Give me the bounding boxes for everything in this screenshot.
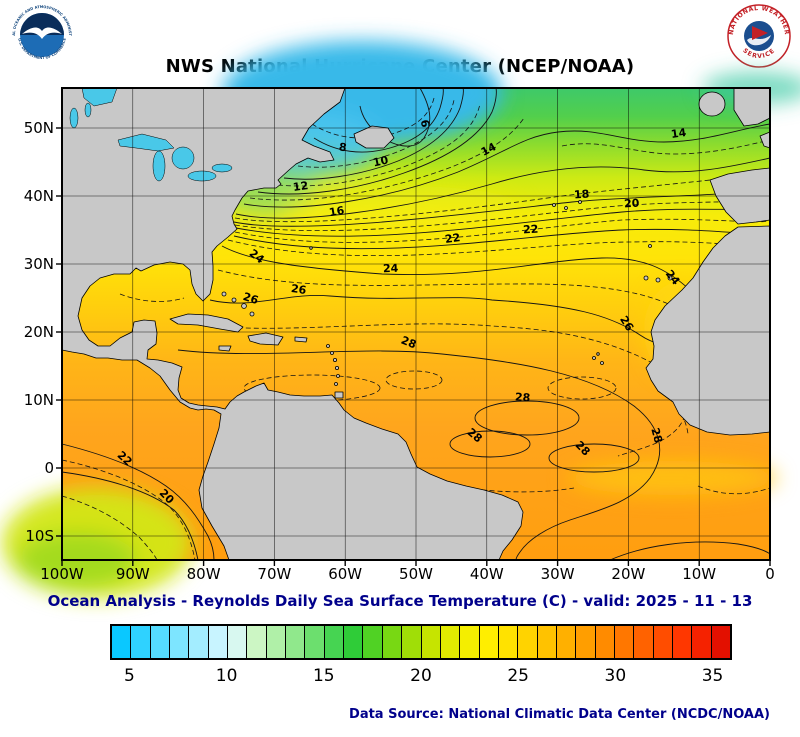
sst-map-canvas [2, 41, 800, 598]
colorbar-segment [324, 626, 345, 658]
colorbar-segment [595, 626, 615, 658]
y-axis-label: 20N [23, 323, 54, 341]
colorbar-segment [363, 626, 383, 658]
noaa-logo: NATIONAL OCEANIC AND ATMOSPHERIC ADMINIS… [8, 3, 72, 60]
x-axis: 100W 90W 80W 70W 60W 50W 40W 30W 20W 10W 0 [40, 565, 775, 585]
data-source: Data Source: National Climatic Data Cent… [349, 707, 770, 722]
x-axis-label: 50W [399, 565, 433, 583]
colorbar-segment [247, 626, 267, 658]
island-cuba [169, 313, 244, 333]
island-newfoundland [353, 125, 395, 149]
x-axis-label: 90W [115, 565, 150, 583]
y-axis-label: 50N [23, 119, 54, 137]
colorbar-segment [266, 626, 287, 658]
colorbar-segment [170, 626, 190, 658]
y-axis: 50N 40N 30N 20N 10N 0 10S [0, 88, 56, 560]
colorbar-segment [131, 626, 151, 658]
colorbar-tick-label: 10 [215, 666, 238, 686]
x-axis-label: 60W [328, 565, 363, 583]
island-madeira [648, 244, 652, 248]
nws-flag-icon [752, 26, 768, 40]
colorbar-segment [518, 626, 538, 658]
colorbar-segment [653, 626, 673, 658]
x-axis-label: 40W [469, 565, 504, 583]
map-caption: Ocean Analysis - Reynolds Daily Sea Surf… [47, 592, 753, 610]
colorbar-segment [208, 626, 229, 658]
colorbar-segment [112, 626, 132, 658]
colorbar-segment [672, 626, 693, 658]
nws-logo: NATIONAL WEATHER SERVICE [727, 4, 791, 68]
y-axis-label: 10N [23, 391, 54, 409]
colorbar-segment [711, 626, 730, 658]
island-bermuda [309, 246, 313, 250]
colorbar-tick-label: 25 [507, 666, 529, 686]
colorbar-segment [421, 626, 441, 658]
colorbar-segment [498, 626, 519, 658]
nws-swoosh [747, 35, 771, 46]
noaa-gull-icon [22, 27, 62, 39]
lakes-layer [69, 87, 233, 182]
colorbar-segment [634, 626, 654, 658]
x-axis-label: 10W [682, 565, 717, 583]
land-americas [61, 87, 524, 561]
colorbar-tick-label: 5 [124, 666, 135, 686]
y-axis-label: 0 [44, 459, 54, 477]
island-trinidad [334, 391, 344, 399]
colorbar-segment [576, 626, 596, 658]
colorbar-segment [537, 626, 557, 658]
islands-bahamas [221, 291, 255, 317]
island-ireland [698, 91, 726, 117]
colorbar-segment [286, 626, 306, 658]
colorbar-segment [479, 626, 499, 658]
land-layer [61, 87, 771, 561]
x-axis-label: 70W [257, 565, 292, 583]
grid-layer [62, 88, 770, 560]
y-axis-label: 40N [23, 187, 54, 205]
colorbar-ticks: 5 10 15 20 25 30 35 [110, 666, 732, 688]
x-axis-label: 100W [40, 565, 84, 583]
colorbar-segment [228, 626, 248, 658]
colorbar-tick-label: 20 [410, 666, 432, 686]
colorbar-segment [344, 626, 364, 658]
colorbar-tick-label: 15 [312, 666, 335, 686]
colorbar-segment [402, 626, 422, 658]
colorbar-segment [614, 626, 635, 658]
colorbar-segment [460, 626, 480, 658]
islands-cape-verde [592, 352, 604, 365]
colorbar-segment [189, 626, 209, 658]
colorbar-segment [305, 626, 325, 658]
sst-map: 6 8 10 12 14 14 16 18 20 22 22 24 24 24 26 26 26 28 28 28 28… [2, 41, 800, 598]
colorbar-tick-label: 30 [604, 666, 627, 686]
island-jamaica [218, 345, 232, 352]
colorbar-segment [440, 626, 461, 658]
colorbar-segment [150, 626, 171, 658]
islands-canary [643, 275, 673, 283]
map-frame-border [61, 87, 771, 561]
colorbar-segment [692, 626, 712, 658]
y-axis-label: 30N [23, 255, 54, 273]
x-axis-label: 0 [765, 565, 775, 583]
colorbar-tick-label: 35 [701, 666, 724, 686]
islands-lesser-antilles [326, 344, 340, 386]
x-axis-label: 20W [611, 565, 646, 583]
x-axis-label: 80W [186, 565, 221, 583]
colorbar-segment [382, 626, 403, 658]
colorbar [110, 624, 732, 660]
island-puerto-rico [294, 336, 308, 343]
x-axis-label: 30W [540, 565, 575, 583]
y-axis-label: 10S [25, 527, 54, 545]
land-africa [645, 225, 771, 436]
islands-azores [552, 200, 582, 210]
colorbar-segment [556, 626, 577, 658]
